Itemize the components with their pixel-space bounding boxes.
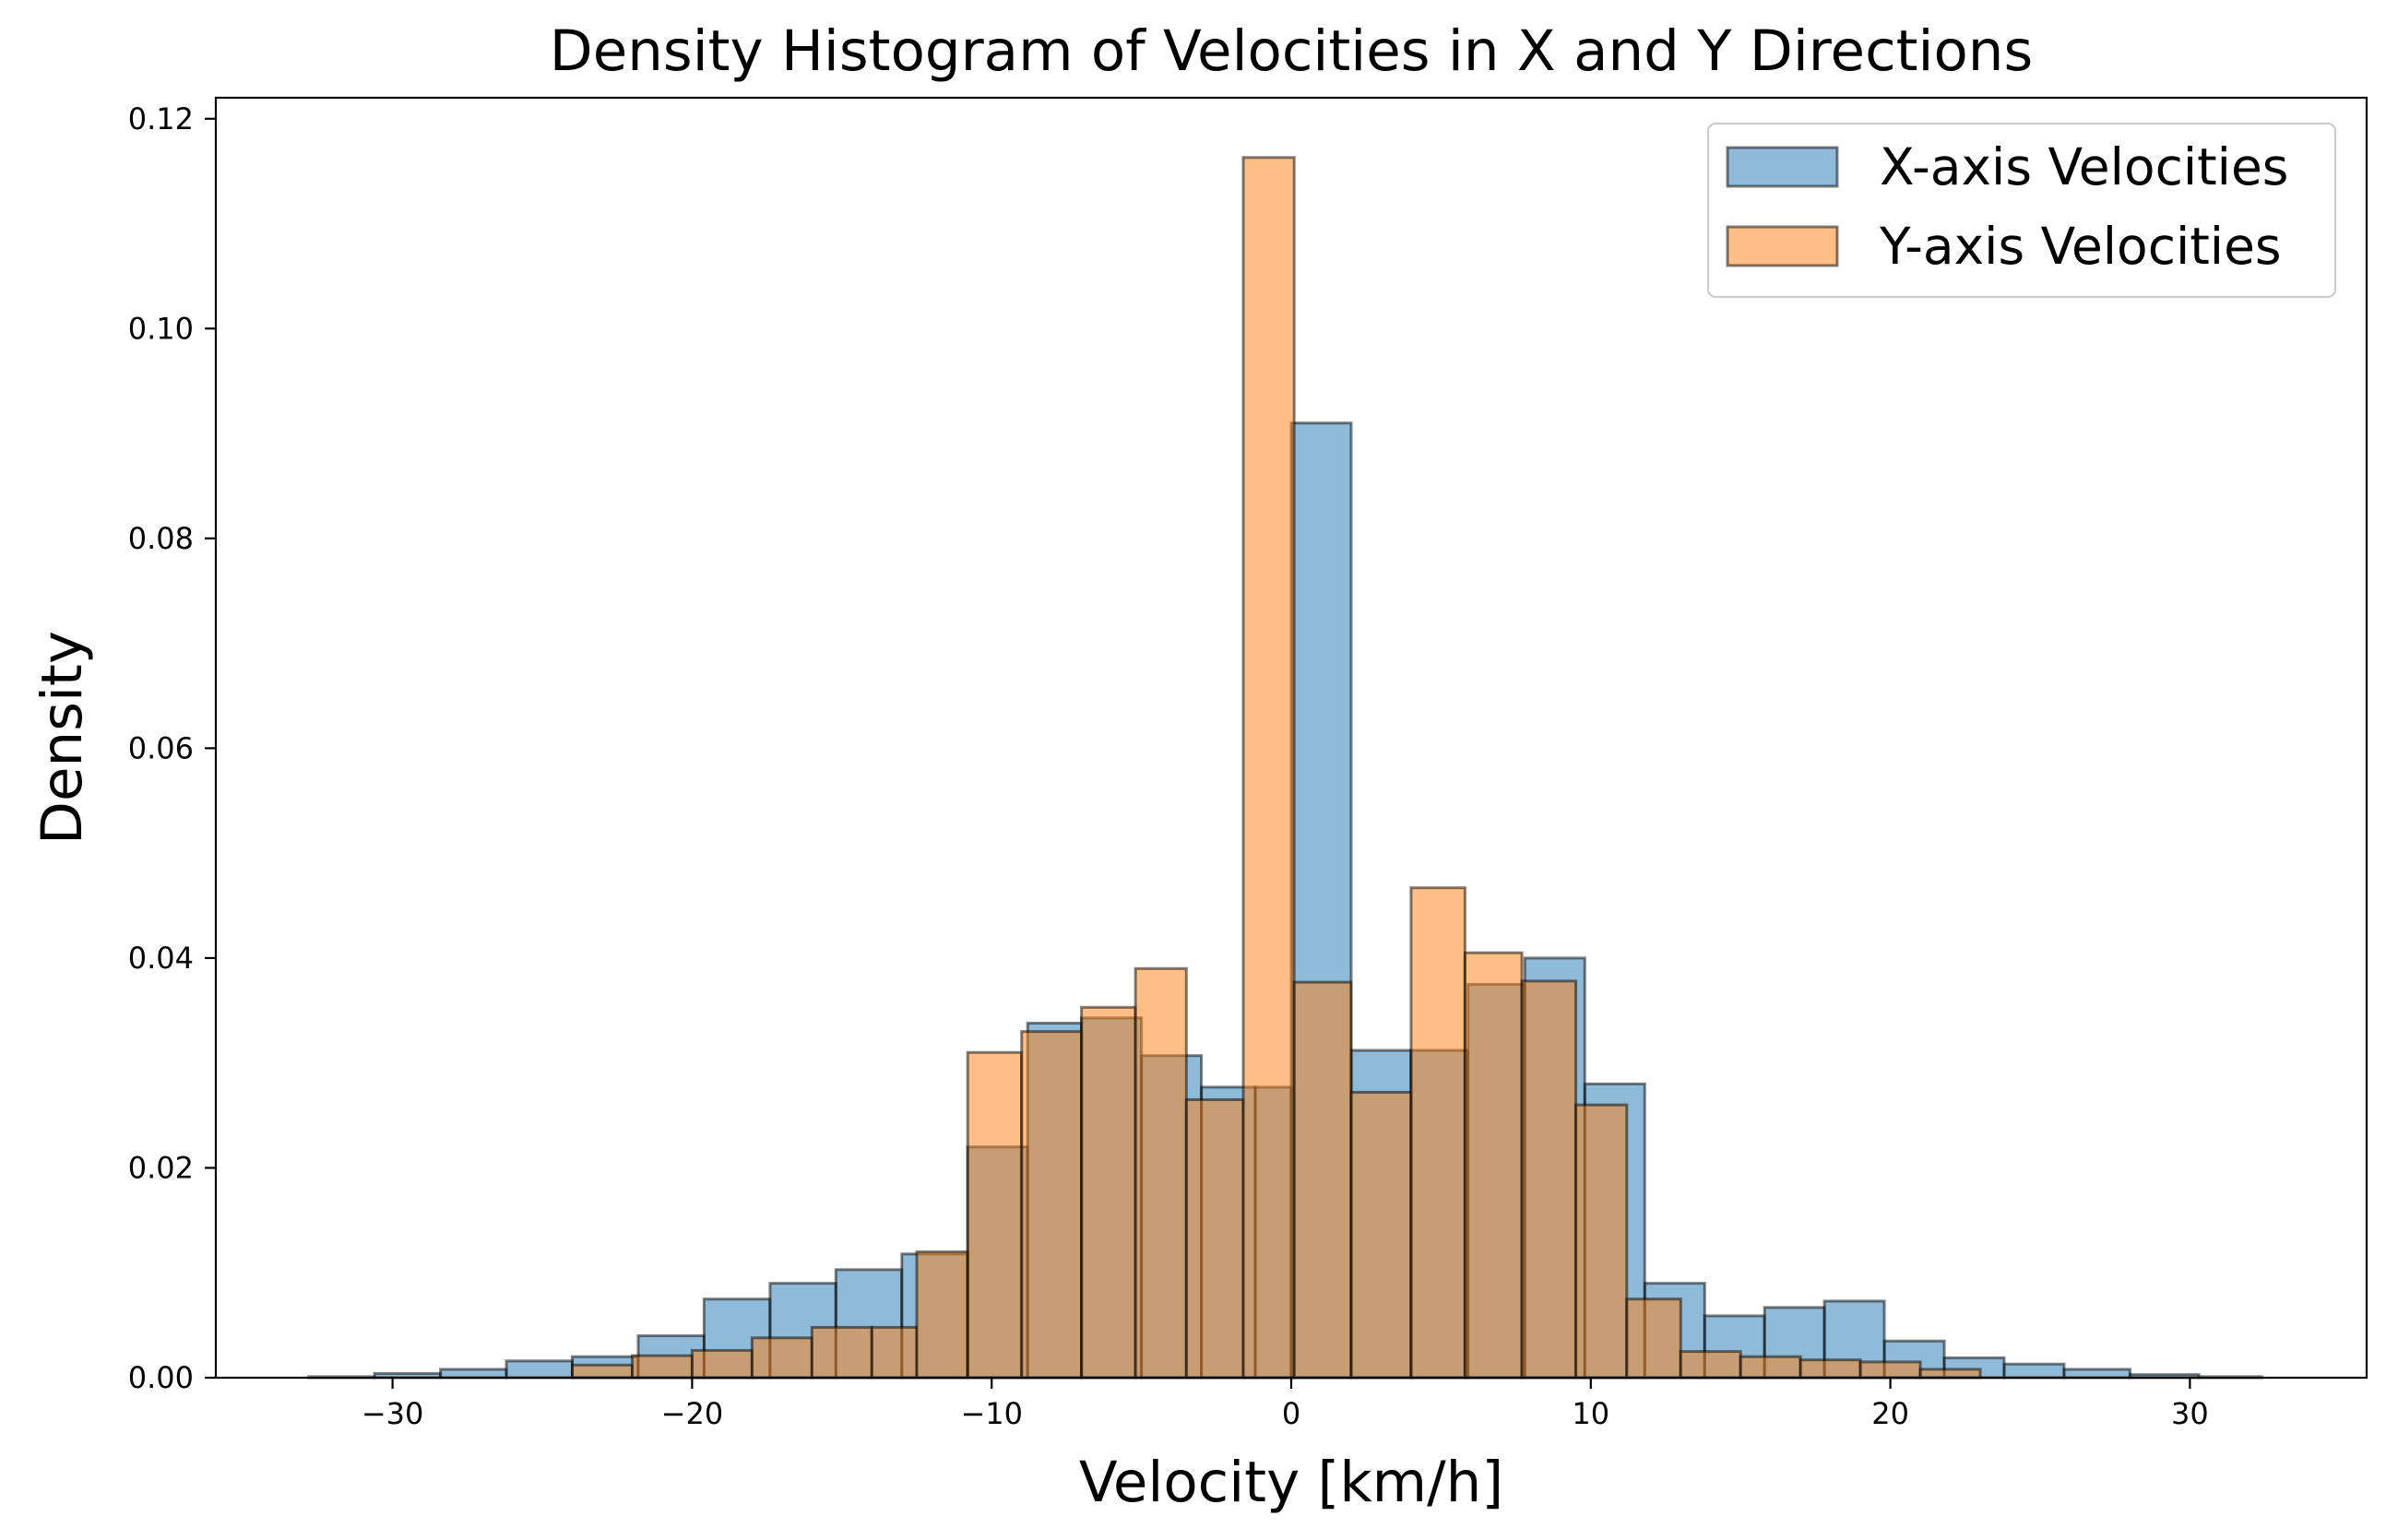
y-tick-label: 0.04	[128, 941, 194, 976]
y-tick-label: 0.10	[128, 311, 194, 346]
bar	[810, 1325, 873, 1380]
x-tick-label: 10	[1572, 1396, 1609, 1431]
bar	[1798, 1358, 1862, 1380]
bar	[966, 1050, 1024, 1380]
y-tick-label: 0.08	[128, 521, 194, 556]
bar	[505, 1359, 574, 1380]
bar	[2002, 1362, 2066, 1380]
y-tick-label: 0.00	[128, 1360, 194, 1395]
y-axis-ticks: 0.00 0.02 0.04 0.06 0.08 0.10 0.12	[128, 101, 216, 1395]
bar	[2062, 1368, 2131, 1380]
legend-swatch-x	[1726, 146, 1839, 188]
bar	[439, 1368, 508, 1380]
y-tick-label: 0.02	[128, 1150, 194, 1185]
legend: X-axis Velocities Y-axis Velocities	[1706, 122, 2337, 299]
bar	[870, 1325, 919, 1380]
bar	[1134, 966, 1188, 1380]
bar	[915, 1250, 969, 1380]
bar	[1020, 1030, 1084, 1380]
y-axis-label: Density	[30, 631, 95, 845]
legend-label-y: Y-axis Velocities	[1879, 217, 2282, 276]
bar	[1409, 886, 1466, 1380]
x-tick-label: 0	[1282, 1396, 1300, 1431]
series-y-bars	[571, 156, 1982, 1380]
bar	[1918, 1368, 1982, 1380]
x-tick-label: −10	[960, 1396, 1023, 1431]
bar	[1349, 1091, 1413, 1380]
bar	[631, 1354, 694, 1380]
bar	[1184, 1098, 1245, 1380]
bar	[1080, 1005, 1137, 1380]
legend-swatch-y	[1726, 225, 1839, 267]
x-axis-label: Velocity [km/h]	[1079, 1450, 1503, 1515]
bar	[1292, 980, 1353, 1380]
x-tick-label: 30	[2171, 1396, 2209, 1431]
bar	[690, 1348, 754, 1380]
bar	[1679, 1350, 1742, 1380]
bar	[1574, 1103, 1629, 1380]
bar	[1625, 1297, 1682, 1380]
bar	[1463, 951, 1524, 1380]
x-axis-ticks: −30 −20 −10 0 10 20 30	[362, 1378, 2209, 1431]
bar	[1241, 156, 1296, 1380]
bars-layer	[307, 156, 2263, 1380]
bar	[571, 1363, 634, 1380]
bar	[1858, 1360, 1922, 1380]
y-tick-label: 0.12	[128, 101, 194, 136]
legend-label-x: X-axis Velocities	[1880, 137, 2288, 196]
x-tick-label: −20	[661, 1396, 724, 1431]
bar	[750, 1336, 813, 1380]
legend-frame	[1706, 122, 2337, 299]
x-tick-label: −30	[362, 1396, 424, 1431]
x-tick-label: 20	[1871, 1396, 1909, 1431]
bar	[1520, 979, 1578, 1380]
y-tick-label: 0.06	[128, 730, 194, 765]
chart-title: Density Histogram of Velocities in X and…	[550, 18, 2034, 84]
bar	[1739, 1355, 1802, 1380]
